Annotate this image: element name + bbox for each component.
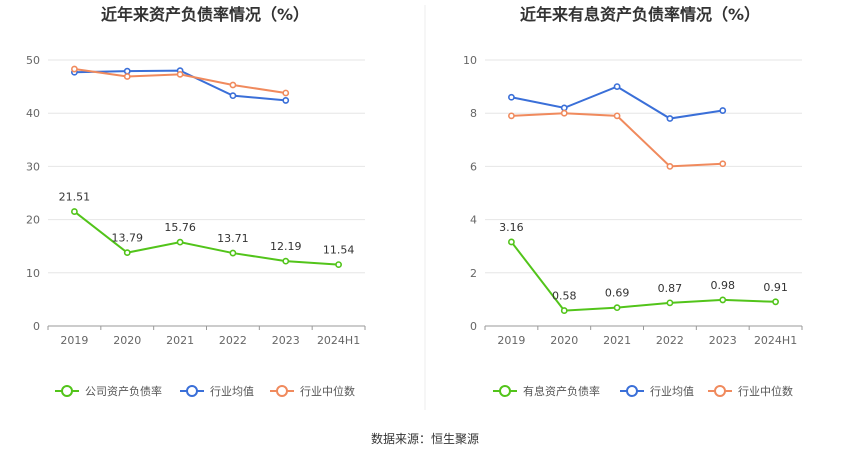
y-tick-label: 30 (26, 160, 40, 173)
data-point[interactable] (613, 112, 621, 120)
x-tick-label: 2023 (272, 334, 300, 347)
data-point[interactable] (123, 249, 131, 257)
legend-label: 行业均值 (650, 385, 694, 398)
data-label: 13.79 (112, 232, 144, 245)
data-point[interactable] (666, 162, 674, 170)
y-tick-label: 10 (26, 267, 40, 280)
legend-swatch-marker (186, 385, 198, 397)
x-tick-label: 2020 (550, 334, 578, 347)
data-label: 0.98 (711, 279, 736, 292)
legend-label: 行业均值 (210, 385, 254, 398)
x-tick-label: 2022 (656, 334, 684, 347)
legend-item[interactable]: 有息资产负债率 (493, 384, 600, 398)
x-tick-label: 2024H1 (317, 334, 360, 347)
data-point[interactable] (613, 83, 621, 90)
legend-item[interactable]: 行业中位数 (708, 384, 793, 398)
data-point[interactable] (666, 115, 674, 122)
data-point[interactable] (282, 89, 290, 97)
data-label: 0.69 (605, 287, 630, 300)
data-point[interactable] (719, 296, 727, 304)
series-line (73, 210, 339, 266)
data-point[interactable] (560, 104, 568, 112)
data-point[interactable] (508, 238, 515, 246)
data-point[interactable] (282, 257, 290, 265)
series-line (511, 112, 723, 168)
legend-label: 行业中位数 (738, 384, 793, 398)
chart-title: 近年来有息资产负债率情况（%） (520, 5, 760, 24)
x-tick-label: 2019 (497, 334, 525, 347)
x-tick-label: 2022 (219, 334, 247, 347)
x-tick-label: 2019 (60, 334, 88, 347)
y-tick-label: 0 (33, 320, 40, 333)
y-tick-label: 2 (470, 267, 477, 280)
data-point[interactable] (176, 238, 184, 246)
x-tick-label: 2021 (603, 334, 631, 347)
y-tick-label: 6 (470, 160, 477, 173)
legend-label: 有息资产负债率 (523, 384, 600, 398)
x-tick-label: 2024H1 (754, 334, 797, 347)
data-point[interactable] (229, 92, 237, 100)
data-point[interactable] (229, 81, 237, 89)
legend-swatch-marker (499, 385, 511, 397)
data-point[interactable] (613, 304, 621, 312)
y-tick-label: 10 (463, 54, 477, 67)
data-point[interactable] (71, 65, 78, 73)
y-tick-label: 4 (470, 214, 477, 227)
data-point[interactable] (719, 107, 727, 114)
data-point[interactable] (560, 109, 568, 117)
chart-title: 近年来资产负债率情况（%） (101, 5, 309, 24)
data-point[interactable] (560, 307, 568, 314)
data-point[interactable] (229, 249, 237, 257)
legend-item[interactable]: 行业均值 (620, 385, 694, 398)
data-point[interactable] (282, 97, 290, 104)
y-tick-label: 50 (26, 54, 40, 67)
data-point[interactable] (719, 160, 727, 168)
interest-bearing-debt-ratio-chart: 近年来有息资产负债率情况（%） 0 2 4 6 8 10 2019 2020 2021 2022 20… (463, 5, 803, 398)
data-point[interactable] (508, 112, 515, 120)
data-label: 0.91 (763, 281, 788, 294)
data-point[interactable] (508, 93, 515, 101)
data-point[interactable] (123, 73, 131, 80)
legend-swatch-marker (714, 385, 726, 397)
data-label: 12.19 (270, 240, 302, 253)
data-label: 21.51 (59, 191, 91, 204)
x-tick-label: 2021 (166, 334, 194, 347)
legend-item[interactable]: 行业均值 (180, 385, 254, 398)
legend-item[interactable]: 公司资产负债率 (55, 384, 162, 398)
series-line (510, 241, 776, 312)
legend-item[interactable]: 行业中位数 (270, 384, 355, 398)
data-point[interactable] (772, 298, 779, 306)
y-tick-label: 8 (470, 107, 477, 120)
x-tick-label: 2020 (113, 334, 141, 347)
data-label: 3.16 (499, 221, 524, 234)
data-point[interactable] (176, 70, 184, 78)
y-tick-label: 0 (470, 320, 477, 333)
debt-ratio-chart: 近年来资产负债率情况（%） 0 10 20 30 40 50 2019 2020 2021 2022… (26, 5, 366, 398)
data-point[interactable] (71, 208, 78, 215)
data-label: 11.54 (323, 244, 355, 257)
legend-label: 行业中位数 (300, 384, 355, 398)
data-point[interactable] (666, 299, 674, 307)
legend-label: 公司资产负债率 (85, 384, 162, 398)
data-label: 15.76 (164, 221, 196, 234)
legend-swatch-marker (276, 385, 288, 397)
data-label: 0.87 (658, 282, 683, 295)
data-point[interactable] (123, 67, 131, 75)
source-text: 数据来源：恒生聚源 (371, 431, 479, 446)
legend-swatch-marker (626, 385, 638, 397)
y-tick-label: 40 (26, 107, 40, 120)
data-label: 0.58 (552, 290, 577, 303)
data-point[interactable] (335, 261, 342, 269)
x-tick-label: 2023 (709, 334, 737, 347)
data-label: 13.71 (217, 232, 249, 245)
y-tick-label: 20 (26, 214, 40, 227)
legend-swatch-marker (61, 385, 73, 397)
